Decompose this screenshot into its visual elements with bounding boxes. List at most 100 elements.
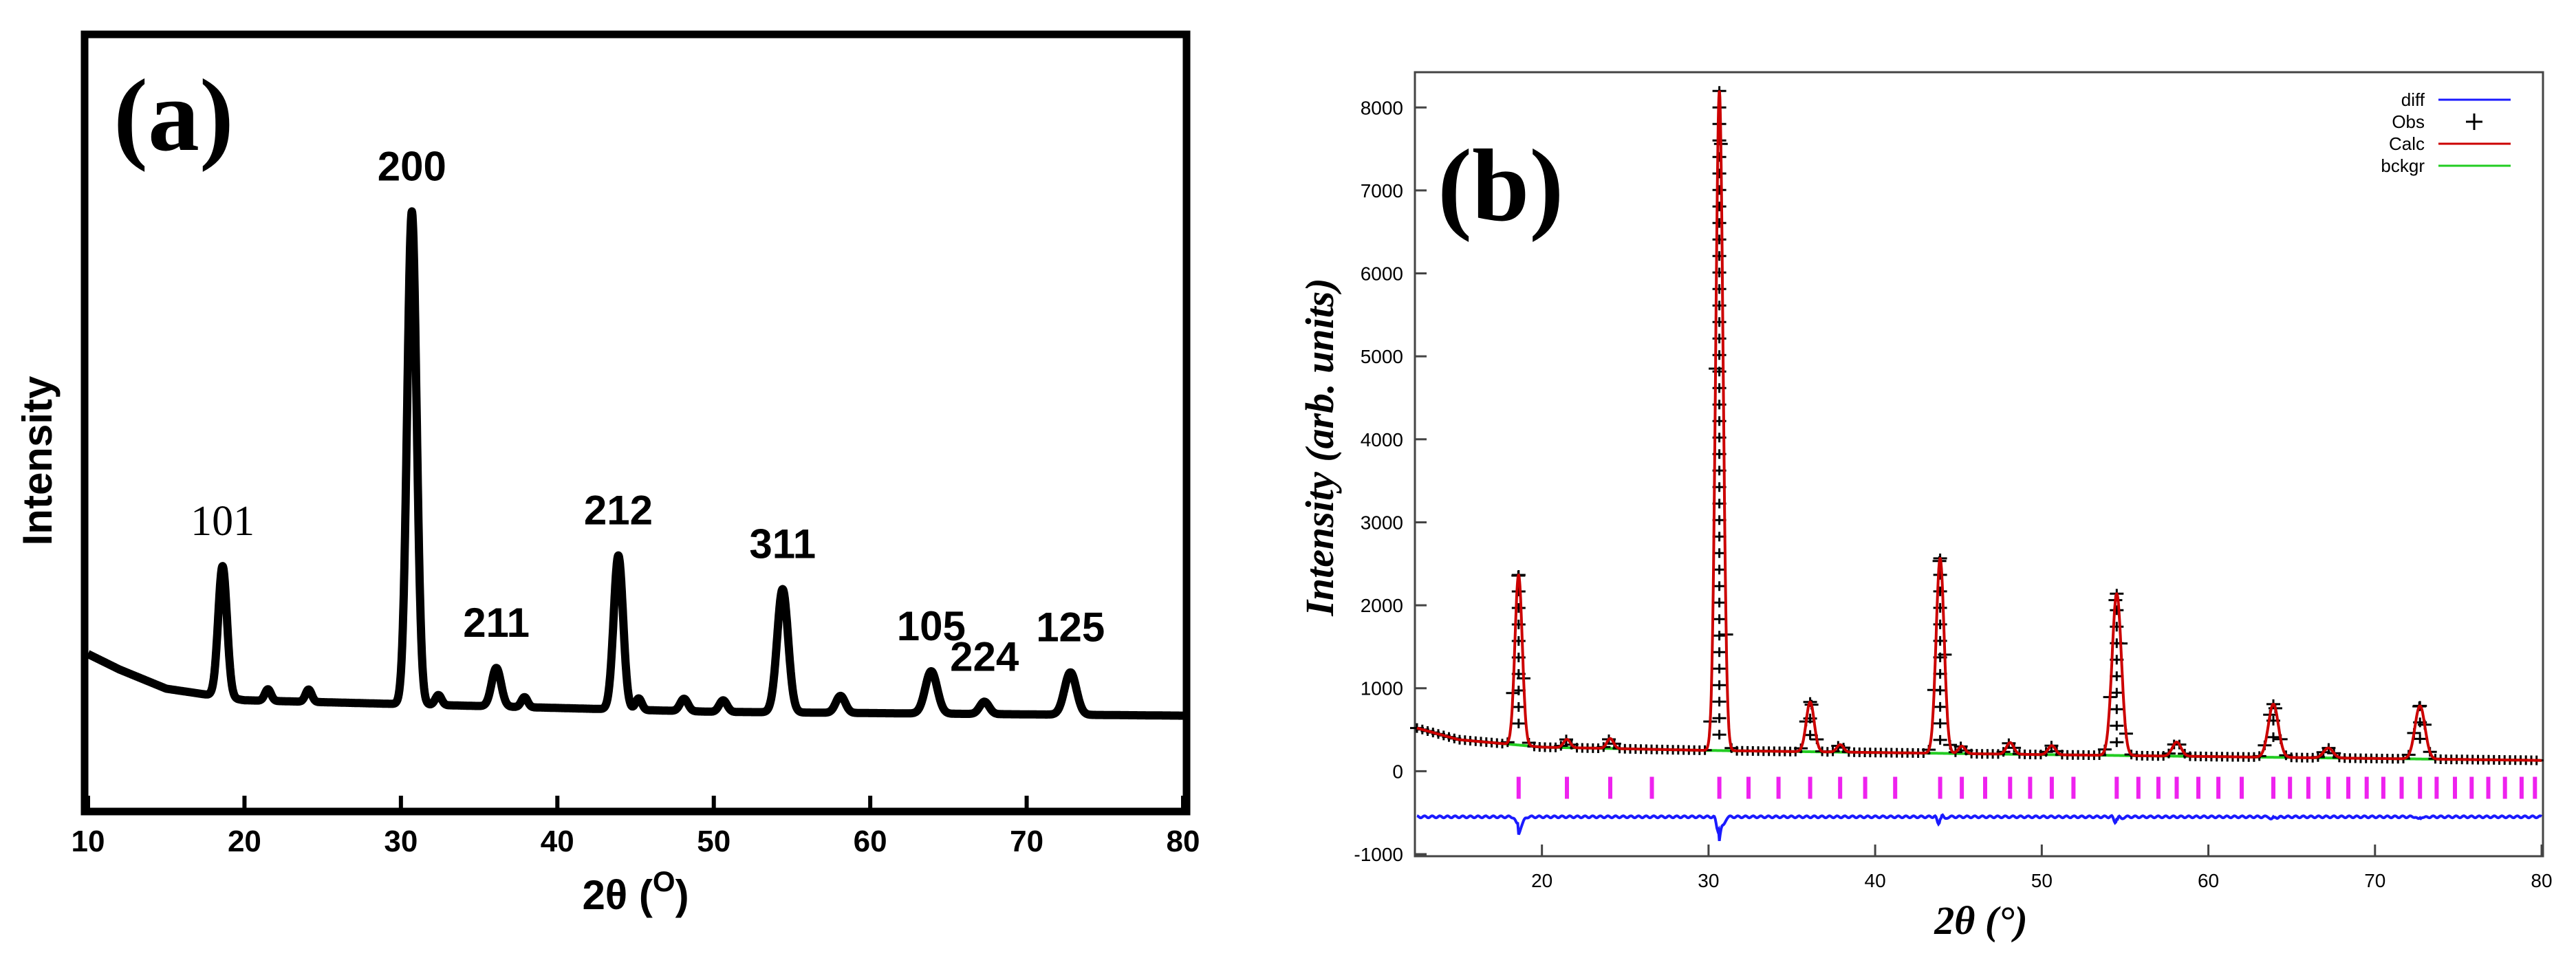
obs-point xyxy=(1712,664,1727,674)
legend-label: diff xyxy=(2401,89,2425,110)
panel-label-b: (b) xyxy=(1438,129,1563,243)
reflection-marker xyxy=(1565,776,1569,799)
reflection-marker xyxy=(2469,776,2474,799)
obs-point xyxy=(1933,734,1947,745)
obs-point xyxy=(2413,734,2427,744)
reflection-marker xyxy=(2271,776,2275,799)
x-tick-label-b: 30 xyxy=(1698,870,1719,891)
obs-point xyxy=(1712,730,1727,740)
reflection-marker xyxy=(2196,776,2200,799)
reflection-marker xyxy=(2306,776,2310,799)
reflection-marker xyxy=(2049,776,2054,799)
legend-label: Calc xyxy=(2389,133,2425,154)
obs-point xyxy=(2110,688,2124,698)
obs-point xyxy=(1712,202,1727,212)
reflection-marker xyxy=(1649,776,1654,799)
reflection-marker xyxy=(1808,776,1812,799)
reflection-marker xyxy=(1717,776,1722,799)
y-tick-label-b: 2000 xyxy=(1361,595,1403,616)
reflection-marker xyxy=(2174,776,2179,799)
peak-label: 311 xyxy=(749,521,816,567)
reflection-marker xyxy=(2486,776,2491,799)
obs-point xyxy=(1933,685,1947,695)
y-axis-label-b: Intensity (arb. units) xyxy=(1297,278,1342,617)
obs-point xyxy=(1712,614,1727,624)
reflection-marker xyxy=(1776,776,1781,799)
y-tick-label-b: 3000 xyxy=(1361,512,1403,533)
y-tick-label-b: 6000 xyxy=(1361,263,1403,285)
y-tick-label-b: 0 xyxy=(1392,761,1403,782)
obs-point xyxy=(1511,719,1526,728)
obs-point xyxy=(2266,732,2280,742)
reflection-marker xyxy=(1838,776,1843,799)
obs-point xyxy=(1933,586,1947,596)
reflection-marker xyxy=(1516,776,1521,799)
reflection-marker xyxy=(2136,776,2141,799)
reflection-marker xyxy=(2240,776,2244,799)
x-tick-label-a: 50 xyxy=(697,825,730,858)
peak-label: 125 xyxy=(1036,605,1105,651)
obs-point xyxy=(1712,647,1727,657)
obs-point xyxy=(1712,713,1727,723)
reflection-marker xyxy=(2533,776,2537,799)
obs-point xyxy=(1511,603,1526,613)
xrd-pattern-line xyxy=(84,207,1187,720)
obs-point xyxy=(1712,598,1727,608)
x-tick-label-a: 10 xyxy=(72,825,105,858)
reflection-marker xyxy=(2346,776,2350,799)
reflection-marker xyxy=(1746,776,1751,799)
panel-a: (a) 10 20 30 40 50 60 70 80 1012002112123111052… xyxy=(14,30,1200,918)
obs-point xyxy=(1933,569,1947,580)
reflection-marker xyxy=(1960,776,1965,799)
plot-frame-a xyxy=(80,30,1191,816)
x-tick-label-b: 20 xyxy=(1531,870,1552,891)
x-axis-label-a: 2θ (O) xyxy=(582,865,689,918)
peak-label: 211 xyxy=(463,600,530,646)
reflection-markers xyxy=(1516,776,2537,799)
legend-label: Obs xyxy=(2392,111,2425,132)
x-axis-label-main-a: 2θ ( xyxy=(582,872,652,918)
obs-point xyxy=(1511,702,1526,712)
x-tick-label-a: 80 xyxy=(1167,825,1200,858)
y-tick-label-b: 4000 xyxy=(1361,429,1403,450)
x-tick-label-a: 60 xyxy=(854,825,887,858)
y-tick-label-b: 8000 xyxy=(1361,97,1403,118)
reflection-marker xyxy=(2071,776,2076,799)
obs-point xyxy=(1712,185,1727,195)
obs-point xyxy=(1712,581,1727,591)
obs-point xyxy=(2110,721,2124,731)
x-tick-label-a: 40 xyxy=(541,825,574,858)
legend-label: bckgr xyxy=(2381,155,2425,176)
reflection-marker xyxy=(2399,776,2404,799)
reflection-marker xyxy=(2326,776,2330,799)
x-axis-ticks-a: 10 20 30 40 50 60 70 80 xyxy=(72,796,1200,858)
x-tick-label-b: 40 xyxy=(1865,870,1886,891)
obs-point xyxy=(1933,718,1947,728)
peak-label: 101 xyxy=(191,498,255,545)
peak-label: 212 xyxy=(584,488,653,534)
x-axis-label-b: 2θ (°) xyxy=(1934,898,2027,943)
x-tick-label-a: 70 xyxy=(1010,825,1043,858)
y-tick-label-b: 1000 xyxy=(1361,678,1403,699)
reflection-marker xyxy=(2519,776,2524,799)
peak-label: 105 xyxy=(897,603,966,649)
reflection-marker xyxy=(1863,776,1868,799)
reflection-marker xyxy=(2434,776,2439,799)
obs-point xyxy=(2110,605,2124,616)
reflection-marker xyxy=(1983,776,1987,799)
x-axis-ticks-b: 20 30 40 50 60 70 80 xyxy=(1531,845,2553,891)
y-tick-label-b: 5000 xyxy=(1361,346,1403,367)
reflection-marker xyxy=(1608,776,1612,799)
peak-label: 224 xyxy=(950,633,1019,679)
obs-point xyxy=(1712,697,1727,707)
reflection-marker xyxy=(2156,776,2161,799)
obs-point xyxy=(2110,622,2124,632)
obs-point xyxy=(1712,235,1727,245)
obs-point xyxy=(1712,218,1727,228)
observed-points xyxy=(1410,86,2544,765)
y-tick-label-b: 7000 xyxy=(1361,180,1403,202)
obs-point xyxy=(1712,680,1727,690)
obs-point xyxy=(1712,631,1727,641)
